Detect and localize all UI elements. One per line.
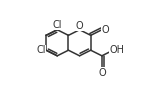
Text: OH: OH: [110, 45, 125, 55]
Text: OH: OH: [110, 45, 125, 55]
Text: O: O: [76, 21, 83, 31]
Text: Cl: Cl: [53, 20, 62, 30]
Text: O: O: [76, 21, 83, 31]
Text: O: O: [98, 68, 106, 78]
Text: O: O: [102, 25, 109, 35]
Text: Cl: Cl: [36, 45, 46, 55]
Text: O: O: [98, 68, 106, 78]
Text: O: O: [102, 25, 109, 35]
